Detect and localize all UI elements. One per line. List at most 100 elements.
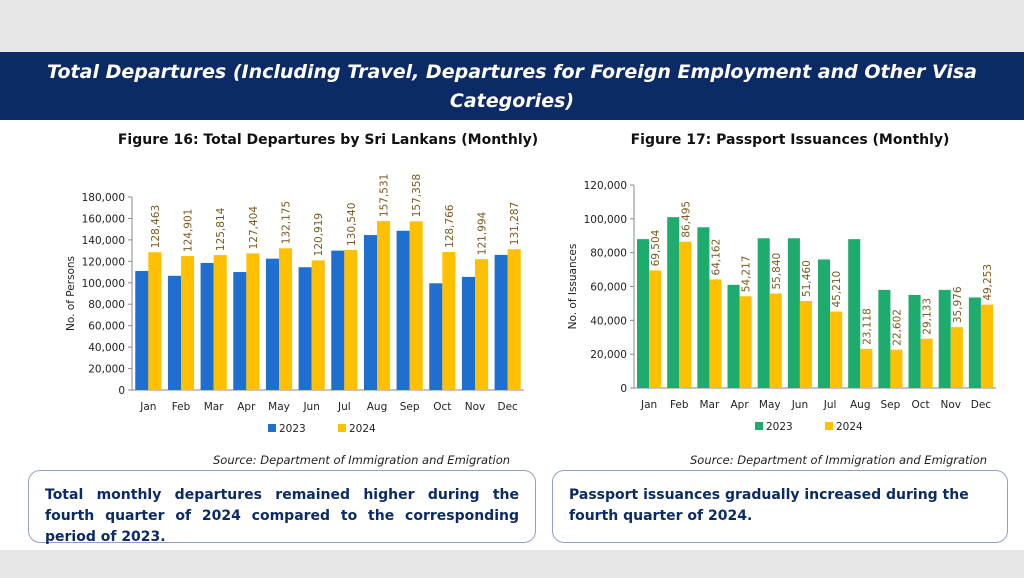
figure-16-chart: 0 20,000 40,000 60,000 80,000 100,000 120,000 1… <box>65 174 524 435</box>
bar-2024 <box>679 241 692 388</box>
data-label-2024: 131,287 <box>509 202 521 245</box>
y-tick-label: 0 <box>118 385 125 397</box>
bar-2023 <box>697 227 710 388</box>
bar-2024 <box>181 256 195 390</box>
y-tick-label: 80,000 <box>590 248 627 260</box>
x-tick-label: Jun <box>302 401 319 413</box>
x-tick-label: May <box>759 399 781 411</box>
y-tick-label: 80,000 <box>88 299 125 311</box>
x-tick-label: Aug <box>367 401 388 413</box>
data-label-2024: 55,840 <box>771 253 783 290</box>
bar-2024 <box>442 251 456 390</box>
x-tick-label: Apr <box>237 401 256 413</box>
x-tick-label: Nov <box>941 399 962 411</box>
x-tick-label: Mar <box>700 399 720 411</box>
legend-swatch-2023 <box>268 424 276 432</box>
data-label-2024: 29,133 <box>922 298 934 335</box>
x-tick-label: Oct <box>433 401 451 413</box>
bar-2024 <box>830 311 843 388</box>
bar-2024 <box>213 255 227 390</box>
legend-label-2023: 2023 <box>279 423 306 435</box>
bar-2023 <box>298 267 312 390</box>
bar-2023 <box>135 270 149 390</box>
bar-2024 <box>709 279 722 388</box>
x-tick-label: Sep <box>881 399 901 411</box>
y-tick-label: 40,000 <box>88 342 125 354</box>
legend-label-2024: 2024 <box>349 423 376 435</box>
figure-16-note: Total monthly departures remained higher… <box>28 470 536 545</box>
bar-2023 <box>396 230 410 390</box>
y-tick-label: 100,000 <box>584 214 627 226</box>
data-label-2024: 127,404 <box>248 206 260 250</box>
legend-swatch-2024 <box>825 422 833 430</box>
bar-2023 <box>200 262 214 390</box>
bar-2024 <box>148 252 162 390</box>
data-label-2024: 132,175 <box>281 201 293 244</box>
bar-2024 <box>507 249 521 390</box>
data-label-2024: 22,602 <box>891 309 903 346</box>
x-tick-label: Sep <box>400 401 420 413</box>
x-tick-label: Feb <box>172 401 191 413</box>
header-banner: Total Departures (Including Travel, Depa… <box>0 52 1024 141</box>
figure-16-source: Source: Department of Immigration and Em… <box>213 453 511 467</box>
data-label-2024: 130,540 <box>346 203 358 246</box>
x-tick-label: Dec <box>971 399 992 411</box>
bar-2024 <box>739 296 752 388</box>
x-tick-label: May <box>268 401 290 413</box>
bar-2023 <box>167 275 181 390</box>
legend-label-2023: 2023 <box>766 421 793 433</box>
x-tick-label: Dec <box>498 401 519 413</box>
bar-2023 <box>461 276 475 390</box>
x-tick-label: Jul <box>337 401 351 413</box>
y-tick-label: 120,000 <box>584 180 627 192</box>
figure-17-title: Figure 17: Passport Issuances (Monthly) <box>630 132 950 148</box>
bar-2023 <box>848 239 861 388</box>
bar-2024 <box>279 248 293 390</box>
bar-2024 <box>890 349 903 388</box>
header-title-line2: and Passport Issuances <box>386 119 638 141</box>
data-label-2024: 124,901 <box>183 209 195 252</box>
y-tick-label: 60,000 <box>88 321 125 333</box>
bar-2023 <box>331 250 345 390</box>
bar-2024 <box>409 221 423 390</box>
data-label-2024: 128,463 <box>150 205 162 248</box>
bar-2023 <box>727 284 740 388</box>
bar-2024 <box>950 327 963 388</box>
data-label-2024: 35,976 <box>952 286 964 323</box>
y-tick-label: 160,000 <box>82 213 125 225</box>
data-label-2024: 54,217 <box>741 256 753 293</box>
data-label-2024: 69,504 <box>650 229 662 266</box>
bar-2023 <box>878 289 891 388</box>
bar-2023 <box>908 294 921 388</box>
bar-2023 <box>667 217 680 388</box>
bar-2023 <box>787 238 800 388</box>
x-tick-label: Feb <box>670 399 689 411</box>
data-label-2024: 45,210 <box>831 271 843 308</box>
bar-2023 <box>494 254 508 390</box>
bar-2023 <box>757 238 770 388</box>
x-tick-label: Jun <box>791 399 808 411</box>
x-tick-label: Aug <box>850 399 871 411</box>
figure-17-note: Passport issuances gradually increased d… <box>552 470 1008 543</box>
y-tick-label: 180,000 <box>82 192 125 204</box>
x-tick-label: Jul <box>823 399 837 411</box>
bar-2023 <box>429 283 443 390</box>
figure-17-source: Source: Department of Immigration and Em… <box>690 453 988 467</box>
data-label-2024: 49,253 <box>982 264 994 301</box>
data-label-2024: 157,358 <box>411 174 423 217</box>
bar-2023 <box>363 235 377 390</box>
data-label-2024: 64,162 <box>710 239 722 276</box>
bar-2024 <box>980 304 993 388</box>
data-label-2024: 121,994 <box>477 211 489 255</box>
y-tick-label: 120,000 <box>82 256 125 268</box>
data-label-2024: 120,919 <box>313 213 325 256</box>
legend-label-2024: 2024 <box>836 421 863 433</box>
bar-2024 <box>344 250 358 390</box>
bar-2024 <box>920 338 933 388</box>
x-tick-label: Jan <box>640 399 657 411</box>
x-tick-label: Oct <box>912 399 930 411</box>
y-tick-label: 100,000 <box>82 278 125 290</box>
data-label-2024: 86,495 <box>680 201 692 238</box>
y-tick-label: 20,000 <box>88 364 125 376</box>
bar-2024 <box>311 260 325 390</box>
